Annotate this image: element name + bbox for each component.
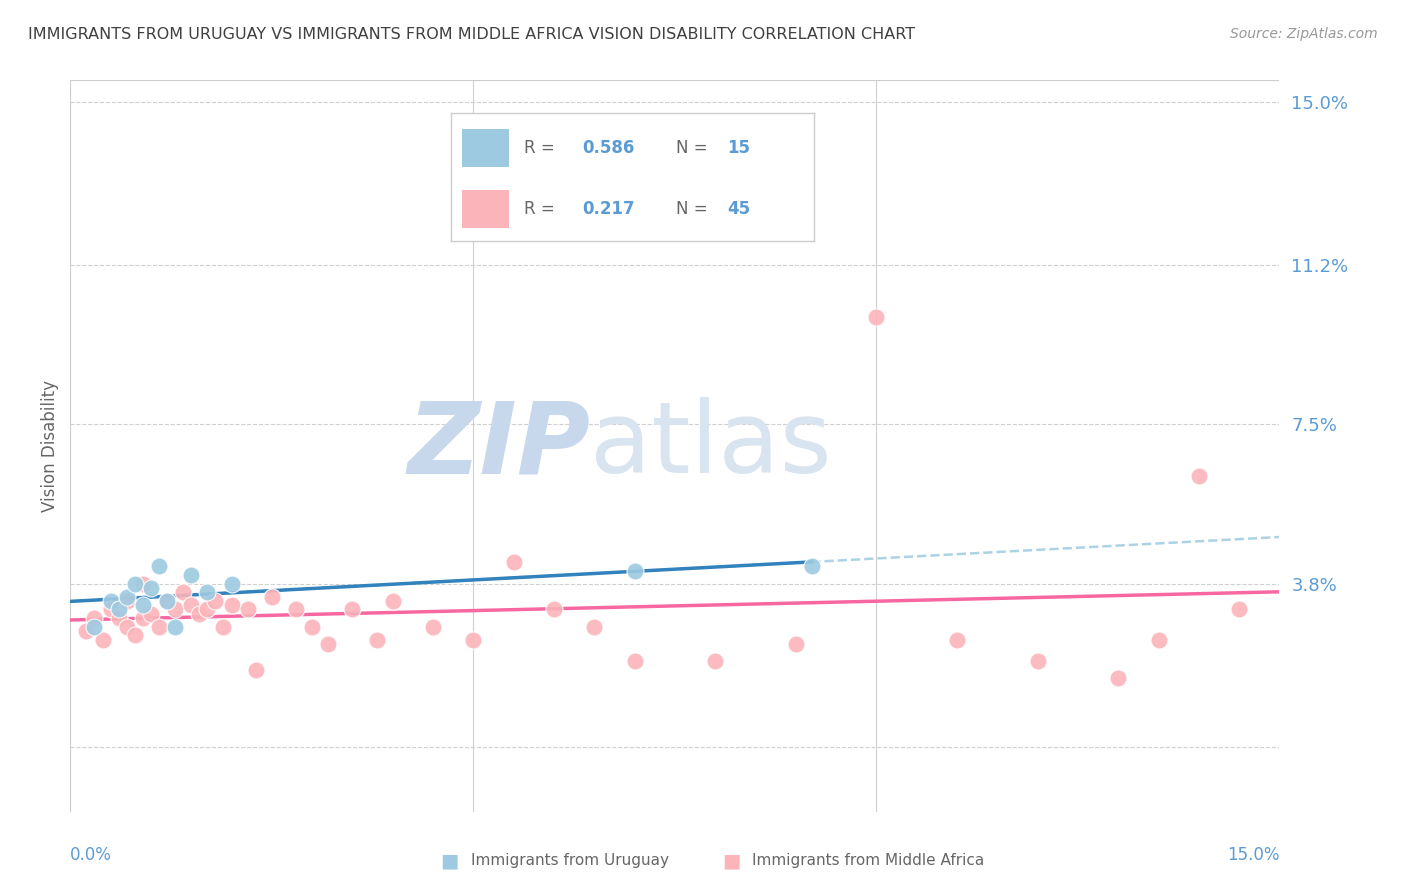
Point [107,602,129,616]
Point [107,611,129,625]
Text: 15.0%: 15.0% [1227,847,1279,864]
Point [100,602,122,616]
Point [221,598,243,612]
Point [1188,469,1211,483]
Point [204,594,226,608]
Point [115,590,138,604]
Y-axis label: Vision Disability: Vision Disability [41,380,59,512]
Point [100,594,122,608]
Point [132,598,155,612]
Text: Source: ZipAtlas.com: Source: ZipAtlas.com [1230,27,1378,41]
Point [212,620,235,634]
Point [285,602,308,616]
Point [1227,602,1250,616]
Point [623,654,645,668]
Point [502,555,524,569]
Point [115,620,138,634]
Point [221,576,243,591]
Point [381,594,404,608]
Point [543,602,565,616]
Point [1026,654,1049,668]
Point [342,602,364,616]
Point [156,594,179,608]
Point [463,632,485,647]
Text: ZIP: ZIP [408,398,591,494]
Point [83,620,105,634]
Point [165,602,187,616]
Point [148,559,170,574]
Point [148,620,170,634]
Point [124,576,146,591]
Point [260,590,283,604]
Point [75,624,97,638]
Text: IMMIGRANTS FROM URUGUAY VS IMMIGRANTS FROM MIDDLE AFRICA VISION DISABILITY CORRE: IMMIGRANTS FROM URUGUAY VS IMMIGRANTS FR… [28,27,915,42]
Point [156,594,179,608]
Point [195,602,218,616]
Point [583,620,606,634]
Point [245,663,267,677]
Point [1107,671,1129,685]
Point [172,585,194,599]
Point [132,576,155,591]
Point [1147,632,1170,647]
Point [180,568,202,582]
Point [165,620,187,634]
Point [115,594,138,608]
Point [188,607,211,621]
Point [124,628,146,642]
Point [236,602,259,616]
Point [195,585,218,599]
Text: ■: ■ [440,851,460,871]
Point [865,310,887,324]
Text: atlas: atlas [591,398,832,494]
Point [704,654,727,668]
Text: ■: ■ [721,851,741,871]
Text: 0.0%: 0.0% [70,847,112,864]
Point [946,632,969,647]
Point [139,581,162,595]
Point [180,598,202,612]
Point [800,559,823,574]
Point [366,632,388,647]
Point [91,632,114,647]
Point [83,611,105,625]
Point [422,620,444,634]
Point [139,607,162,621]
Point [623,564,645,578]
Point [785,637,807,651]
Point [301,620,323,634]
Text: Immigrants from Uruguay: Immigrants from Uruguay [471,854,669,868]
Text: Immigrants from Middle Africa: Immigrants from Middle Africa [752,854,984,868]
Point [316,637,339,651]
Point [132,611,155,625]
